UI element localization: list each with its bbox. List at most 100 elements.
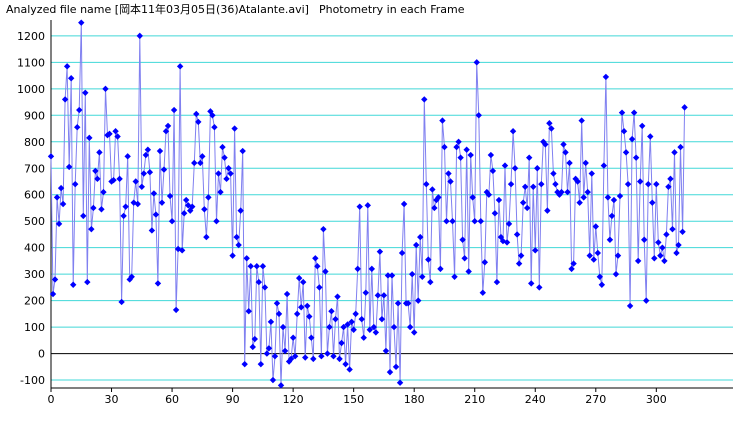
header-filename: 岡本11年03月05日(36)Atalante.avi — [119, 2, 305, 16]
data-point — [144, 146, 152, 153]
data-point — [150, 190, 158, 197]
y-tick-label: 300 — [24, 268, 45, 281]
chart-title: Photometry in each Frame — [319, 3, 465, 16]
data-point — [594, 249, 602, 257]
data-point — [69, 281, 77, 288]
data-point — [554, 188, 561, 196]
data-point — [49, 290, 57, 298]
data-point — [495, 196, 503, 204]
data-point — [178, 247, 186, 254]
data-point — [560, 141, 567, 148]
data-point — [517, 252, 525, 259]
data-point — [350, 326, 357, 333]
data-point — [116, 175, 123, 183]
data-point — [176, 63, 184, 70]
data-point — [310, 355, 317, 363]
data-point — [211, 124, 218, 131]
y-tick-label: 0 — [38, 348, 45, 361]
data-point — [491, 210, 499, 217]
data-point — [118, 298, 125, 306]
data-point — [201, 206, 208, 213]
data-point — [580, 194, 587, 201]
data-point — [356, 203, 363, 210]
data-point — [189, 203, 196, 210]
data-point — [94, 175, 101, 183]
data-point — [447, 178, 454, 185]
data-point — [293, 310, 301, 318]
data-point — [602, 73, 610, 81]
data-point — [225, 165, 232, 172]
data-point — [415, 297, 422, 304]
data-point — [548, 125, 555, 132]
data-point — [509, 127, 517, 135]
data-point — [134, 200, 141, 208]
data-point — [586, 252, 593, 259]
y-tick-label: 800 — [24, 136, 45, 149]
data-point — [661, 257, 668, 265]
y-tick-labels: -100 0 100 200 300 400 500 600 700 800 900 1000 1100… — [17, 30, 45, 387]
data-point — [410, 329, 418, 336]
data-point — [388, 272, 396, 279]
data-point — [433, 196, 440, 204]
data-point — [348, 318, 355, 326]
data-point — [477, 218, 484, 225]
data-point — [78, 19, 85, 26]
y-tick-label: 900 — [24, 109, 45, 122]
data-point — [251, 335, 258, 343]
data-point — [570, 260, 577, 267]
data-point — [396, 379, 404, 386]
data-point — [465, 268, 472, 275]
data-point — [427, 278, 434, 286]
data-point — [467, 151, 474, 159]
header-suffix: ] — [305, 3, 309, 16]
data-point — [170, 106, 178, 114]
x-tick-label: 30 — [105, 393, 119, 406]
data-point — [148, 227, 156, 234]
data-point — [530, 183, 537, 190]
data-point — [63, 63, 71, 70]
data-point — [227, 170, 234, 177]
data-point — [451, 273, 458, 281]
data-point — [610, 196, 618, 204]
data-point — [612, 270, 620, 278]
data-point — [536, 284, 543, 291]
data-point — [182, 196, 190, 204]
data-point — [65, 163, 73, 171]
data-point — [213, 218, 220, 225]
data-point — [453, 143, 460, 151]
data-point — [263, 350, 271, 357]
data-point — [364, 202, 371, 209]
data-point — [489, 167, 497, 175]
data-point — [540, 138, 547, 145]
data-point — [130, 199, 137, 206]
data-point — [306, 313, 313, 320]
data-point — [443, 218, 450, 225]
data-point — [57, 184, 65, 192]
data-point — [47, 153, 55, 160]
data-point — [493, 278, 501, 286]
x-tick-label: 300 — [646, 393, 667, 406]
data-point — [675, 241, 682, 249]
data-point — [235, 241, 242, 249]
y-tick-label: 1000 — [17, 83, 45, 96]
data-point — [521, 183, 529, 190]
data-point — [681, 104, 688, 111]
data-point — [174, 245, 182, 253]
data-point — [532, 247, 539, 254]
data-point — [576, 199, 583, 206]
data-point — [92, 167, 99, 175]
data-point — [398, 249, 406, 257]
data-point — [104, 131, 111, 139]
data-point — [400, 200, 408, 208]
data-point — [546, 120, 553, 127]
data-point — [562, 149, 569, 156]
data-point — [429, 186, 436, 193]
data-point — [239, 147, 246, 155]
data-point — [519, 199, 527, 206]
data-point — [300, 278, 307, 286]
data-point — [98, 206, 105, 213]
data-point — [404, 300, 412, 307]
data-point — [106, 130, 113, 138]
data-point — [332, 315, 339, 323]
data-point — [511, 165, 519, 172]
